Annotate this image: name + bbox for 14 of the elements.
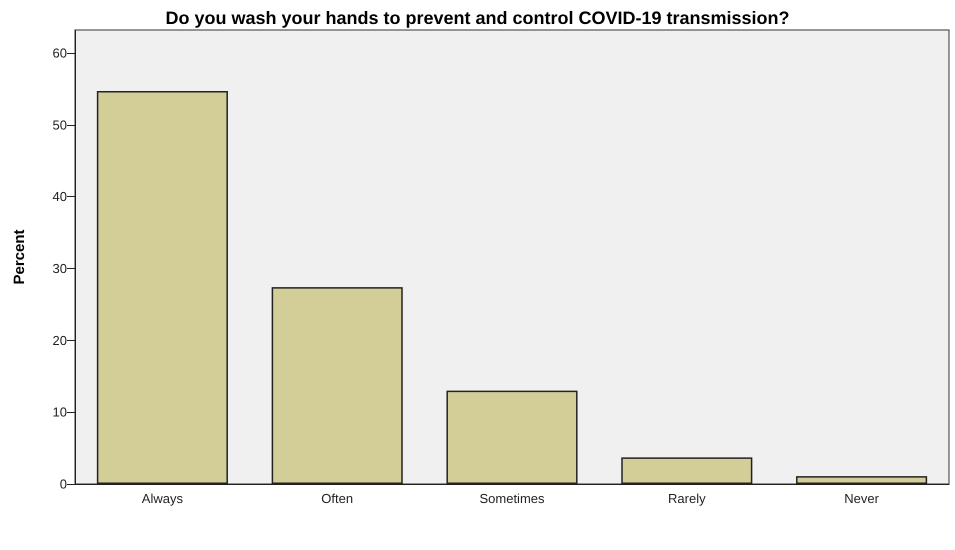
x-tick-label: Sometimes [479,491,546,506]
y-tick-label: 10 [52,404,67,420]
chart-title: Do you wash your hands to prevent and control COVID-19 transmission? [165,8,790,28]
x-tick-label: Always [142,491,184,506]
y-axis-title: Percent [11,229,28,285]
x-tick-label: Never [844,491,880,506]
x-tick-label: Rarely [668,491,706,506]
y-tick-label: 60 [52,45,67,60]
y-tick-label: 30 [52,260,67,276]
y-tick-label: 20 [52,332,67,348]
y-tick-label: 0 [60,476,67,492]
y-tick-label: 40 [52,189,67,204]
x-tick-label: Often [321,491,354,506]
y-tick-label: 50 [52,117,67,132]
